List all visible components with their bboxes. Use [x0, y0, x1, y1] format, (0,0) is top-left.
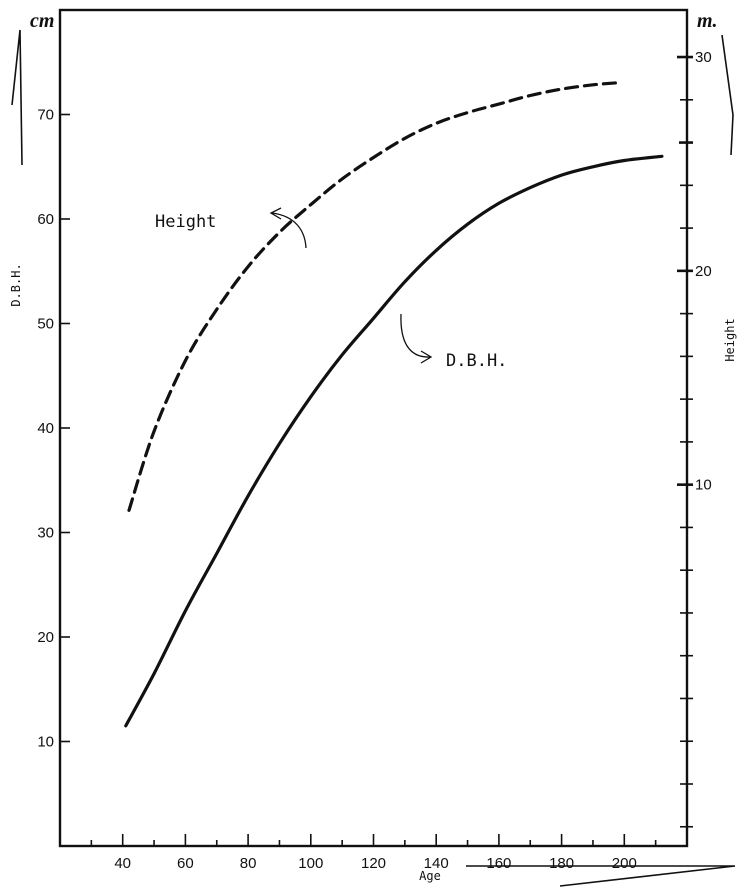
left-axis-ticks: 10 20 30 40 50 60 70 [37, 107, 70, 751]
x-tick-label: 160 [486, 855, 511, 872]
series-layer [124, 81, 664, 728]
x-tick-label: 120 [361, 855, 386, 872]
left-tick-label: 60 [37, 211, 54, 228]
right-axis-title: Height [723, 318, 737, 361]
x-axis-direction-arrow [466, 865, 736, 887]
x-axis-ticks: 40 60 80 100 120 140 160 180 200 [90, 834, 657, 872]
dbh-series-pointer [400, 313, 431, 358]
x-tick-label: 140 [424, 855, 449, 872]
left-axis-title: D.B.H. [9, 263, 23, 306]
left-tick-label: 30 [37, 525, 54, 542]
right-axis-ticks: 10 20 30 [677, 49, 712, 828]
x-tick-label: 100 [298, 855, 323, 872]
height-series-pointer [271, 212, 307, 249]
x-axis-title: Age [419, 869, 441, 883]
right-axis-direction-arrow [721, 34, 734, 156]
dbh-series-line [124, 154, 664, 728]
right-tick-label: 10 [695, 477, 712, 494]
dbh-pointer-arrowhead [420, 350, 433, 364]
x-tick-label: 200 [612, 855, 637, 872]
x-tick-label: 80 [240, 855, 257, 872]
right-tick-label: 20 [695, 263, 712, 280]
left-tick-label: 50 [37, 316, 54, 333]
left-tick-label: 40 [37, 420, 54, 437]
right-unit-label: m. [697, 10, 718, 32]
left-tick-label: 10 [37, 734, 54, 751]
dbh-series-label: D.B.H. [446, 351, 507, 371]
right-tick-label: 30 [695, 49, 712, 66]
x-tick-label: 180 [549, 855, 574, 872]
left-unit-label: cm [30, 10, 54, 32]
height-series-label: Height [155, 212, 216, 232]
left-axis-direction-arrow [11, 29, 23, 166]
height-pointer-arrowhead [269, 207, 282, 220]
x-tick-label: 40 [114, 855, 131, 872]
height-series-line [127, 81, 620, 512]
left-tick-label: 20 [37, 629, 54, 646]
x-tick-label: 60 [177, 855, 194, 872]
left-tick-label: 70 [37, 107, 54, 124]
